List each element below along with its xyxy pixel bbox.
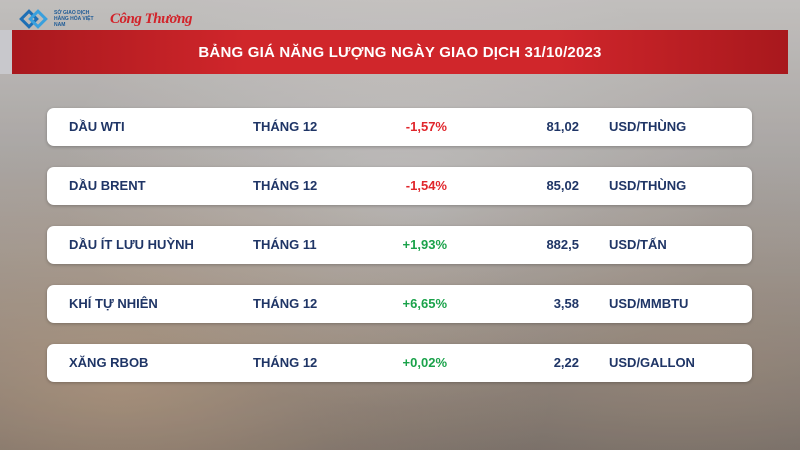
- price-value: 2,22: [553, 355, 579, 370]
- title-banner: BẢNG GIÁ NĂNG LƯỢNG NGÀY GIAO DỊCH 31/10…: [12, 30, 788, 74]
- price-value: 81,02: [546, 119, 579, 134]
- table-row: DẦU WTI THÁNG 12 -1,57% 81,02 USD/THÙNG: [47, 108, 752, 146]
- table-row: KHÍ TỰ NHIÊN THÁNG 12 +6,65% 3,58 USD/MM…: [47, 285, 752, 323]
- price-unit: USD/THÙNG: [609, 119, 687, 134]
- table-row: DẦU BRENT THÁNG 12 -1,54% 85,02 USD/THÙN…: [47, 167, 752, 205]
- commodity-name: DẦU BRENT: [69, 178, 146, 193]
- page-title: BẢNG GIÁ NĂNG LƯỢNG NGÀY GIAO DỊCH 31/10…: [198, 43, 602, 61]
- contract-month: THÁNG 11: [253, 237, 317, 252]
- price-value: 85,02: [546, 178, 579, 193]
- price-unit: USD/GALLON: [609, 355, 695, 370]
- exchange-logo-text: SỞ GIAO DỊCH HÀNG HÓA VIỆT NAM: [54, 10, 94, 28]
- newspaper-logo: Công Thương: [110, 10, 192, 27]
- table-row: XĂNG RBOB THÁNG 12 +0,02% 2,22 USD/GALLO…: [47, 344, 752, 382]
- price-change: +1,93%: [402, 237, 447, 252]
- commodity-name: XĂNG RBOB: [69, 355, 149, 370]
- price-change: +6,65%: [402, 296, 447, 311]
- commodity-name: DẦU WTI: [69, 119, 125, 134]
- table-row: DẦU ÍT LƯU HUỲNH THÁNG 11 +1,93% 882,5 U…: [47, 226, 752, 264]
- price-unit: USD/TẤN: [609, 237, 667, 252]
- price-value: 3,58: [553, 296, 579, 311]
- price-change: +0,02%: [402, 355, 447, 370]
- commodity-name: KHÍ TỰ NHIÊN: [69, 296, 158, 311]
- price-value: 882,5: [546, 237, 579, 252]
- commodity-name: DẦU ÍT LƯU HUỲNH: [69, 237, 194, 252]
- price-change: -1,57%: [405, 119, 447, 134]
- price-change: -1,54%: [405, 178, 447, 193]
- contract-month: THÁNG 12: [253, 296, 318, 311]
- price-table: DẦU WTI THÁNG 12 -1,57% 81,02 USD/THÙNG …: [47, 108, 752, 382]
- price-unit: USD/MMBTU: [609, 296, 689, 311]
- contract-month: THÁNG 12: [253, 355, 318, 370]
- exchange-logo-icon: [19, 9, 48, 29]
- contract-month: THÁNG 12: [253, 119, 318, 134]
- price-unit: USD/THÙNG: [609, 178, 687, 193]
- contract-month: THÁNG 12: [253, 178, 318, 193]
- logo-area: SỞ GIAO DỊCH HÀNG HÓA VIỆT NAM Công Thươ…: [19, 6, 192, 32]
